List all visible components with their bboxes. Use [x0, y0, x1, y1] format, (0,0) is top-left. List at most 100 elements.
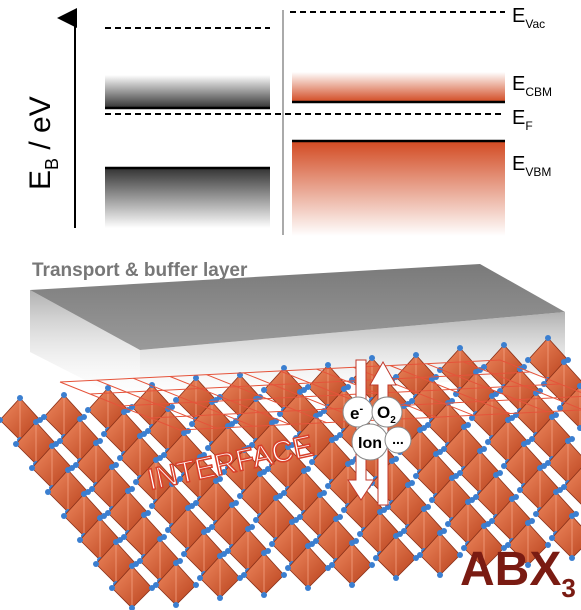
label-sub: F: [525, 119, 532, 133]
material-sub: 3: [561, 573, 575, 603]
vbm-label: EVBM: [512, 153, 551, 179]
atom: [197, 575, 203, 581]
atom: [349, 377, 355, 383]
atom: [489, 393, 495, 399]
atom: [165, 527, 171, 533]
atom: [65, 467, 71, 473]
atom: [413, 352, 419, 358]
atom: [389, 458, 395, 464]
atom: [481, 523, 487, 529]
atom: [457, 552, 463, 558]
atom: [73, 462, 79, 468]
atom: [253, 517, 259, 523]
atom: [193, 375, 199, 381]
atom: [473, 369, 479, 375]
atom: [577, 383, 581, 389]
atom: [445, 521, 451, 527]
atom: [297, 389, 303, 395]
atom: [469, 415, 475, 421]
atom: [457, 470, 463, 476]
atom: [473, 494, 479, 500]
atom: [33, 419, 39, 425]
species-circle: [384, 426, 412, 454]
cbm-band-right: [292, 72, 505, 102]
label-main: E: [512, 5, 525, 27]
atom: [281, 490, 287, 496]
atom: [545, 460, 551, 466]
atom: [561, 359, 567, 365]
atom: [481, 364, 487, 370]
atom: [17, 395, 23, 401]
atom: [161, 452, 167, 458]
atom: [149, 503, 155, 509]
atom: [373, 555, 379, 561]
atom: [461, 545, 467, 551]
atom: [101, 431, 107, 437]
atom: [313, 538, 319, 544]
atom: [193, 500, 199, 506]
atom: [393, 575, 399, 581]
atom: [305, 543, 311, 549]
atom: [117, 455, 123, 461]
fermi-label: EF: [512, 107, 533, 133]
atom: [281, 365, 287, 371]
atom: [437, 530, 443, 536]
atom: [249, 442, 255, 448]
atom: [121, 534, 127, 540]
species-circle: [371, 396, 403, 428]
atom: [105, 385, 111, 391]
atom: [345, 461, 351, 467]
atom: [517, 487, 523, 493]
grid-line: [89, 371, 531, 395]
atom: [97, 515, 103, 521]
atom: [269, 420, 275, 426]
atom: [85, 407, 91, 413]
atom: [349, 582, 355, 588]
atom: [525, 357, 531, 363]
atom: [169, 481, 175, 487]
atom: [325, 362, 331, 368]
atom: [193, 582, 199, 588]
atom: [49, 443, 55, 449]
atom: [181, 551, 187, 557]
species-sup: -: [359, 403, 363, 415]
axis-label: EB / eV: [24, 96, 62, 190]
atom: [393, 533, 399, 539]
atom: [77, 416, 83, 422]
atom: [369, 562, 375, 568]
atom: [565, 438, 571, 444]
atom: [61, 392, 67, 398]
vacuum-label: EVac: [512, 5, 545, 31]
energy-diagram: EB / eV EVac ECBM EF EVBM: [24, 5, 552, 236]
atom: [325, 483, 331, 489]
atom: [173, 560, 179, 566]
atom: [457, 345, 463, 351]
atom: [305, 585, 311, 591]
slab-top: [30, 264, 565, 350]
atom: [561, 484, 567, 490]
grid-line: [119, 383, 561, 407]
atom: [129, 605, 135, 610]
atom: [529, 436, 535, 442]
atom: [177, 476, 183, 482]
atom: [429, 497, 435, 503]
atom: [261, 550, 267, 556]
atom: [113, 539, 119, 545]
atom: [129, 563, 135, 569]
atom: [417, 552, 423, 558]
grid-line: [59, 359, 501, 383]
more-label: ...: [392, 431, 404, 447]
atom: [317, 492, 323, 498]
atom: [225, 548, 231, 554]
atom: [433, 451, 439, 457]
atom: [409, 398, 415, 404]
atom: [285, 565, 291, 571]
atom: [417, 427, 423, 433]
atom: [201, 529, 207, 535]
atom: [289, 519, 295, 525]
atom: [41, 414, 47, 420]
atom: [185, 505, 191, 511]
cbm-band-left: [105, 75, 270, 108]
material-main: ABX: [460, 543, 561, 596]
